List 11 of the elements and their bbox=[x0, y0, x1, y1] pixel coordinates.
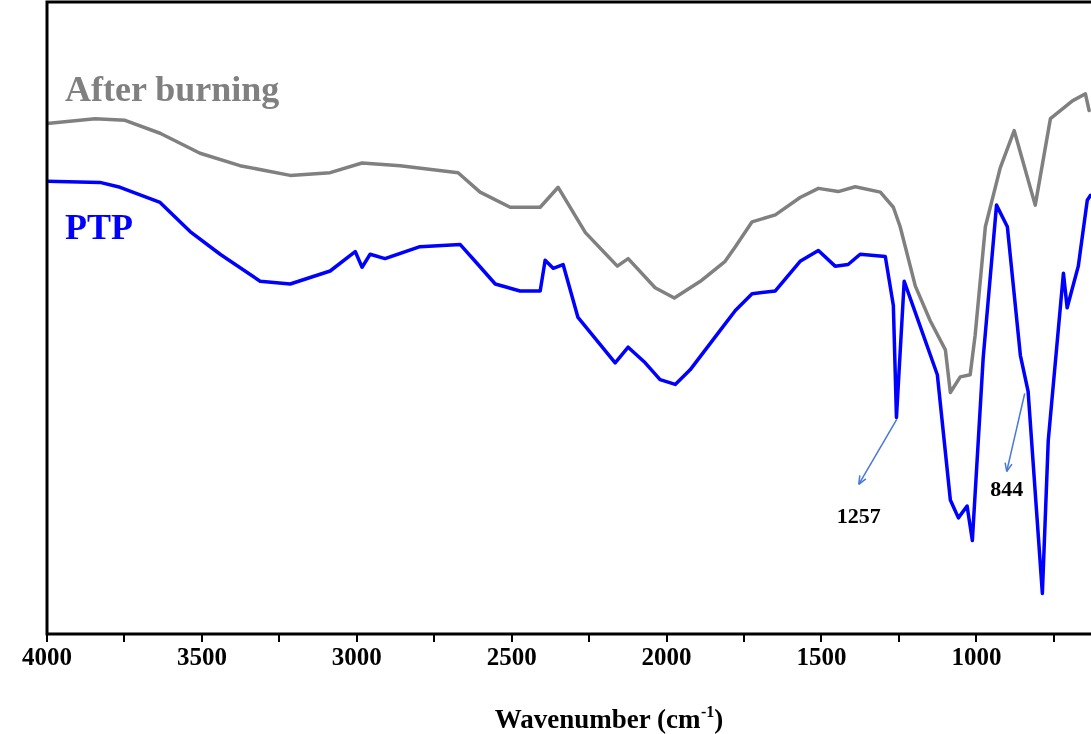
x-tick-label: 1000 bbox=[951, 643, 1002, 671]
annotation: 1257 bbox=[836, 503, 881, 529]
x-tick-label: 3500 bbox=[176, 643, 227, 671]
series-label: PTP bbox=[65, 206, 133, 247]
series-label: After burning bbox=[65, 68, 280, 109]
x-tick-label: 2000 bbox=[641, 643, 692, 671]
x-tick-label: 4000 bbox=[22, 643, 72, 671]
x-tick-label: 3000 bbox=[331, 643, 382, 671]
x-tick-label: 2500 bbox=[486, 643, 537, 671]
annotation: 844 bbox=[990, 476, 1024, 502]
x-tick-label: 1500 bbox=[796, 643, 847, 671]
